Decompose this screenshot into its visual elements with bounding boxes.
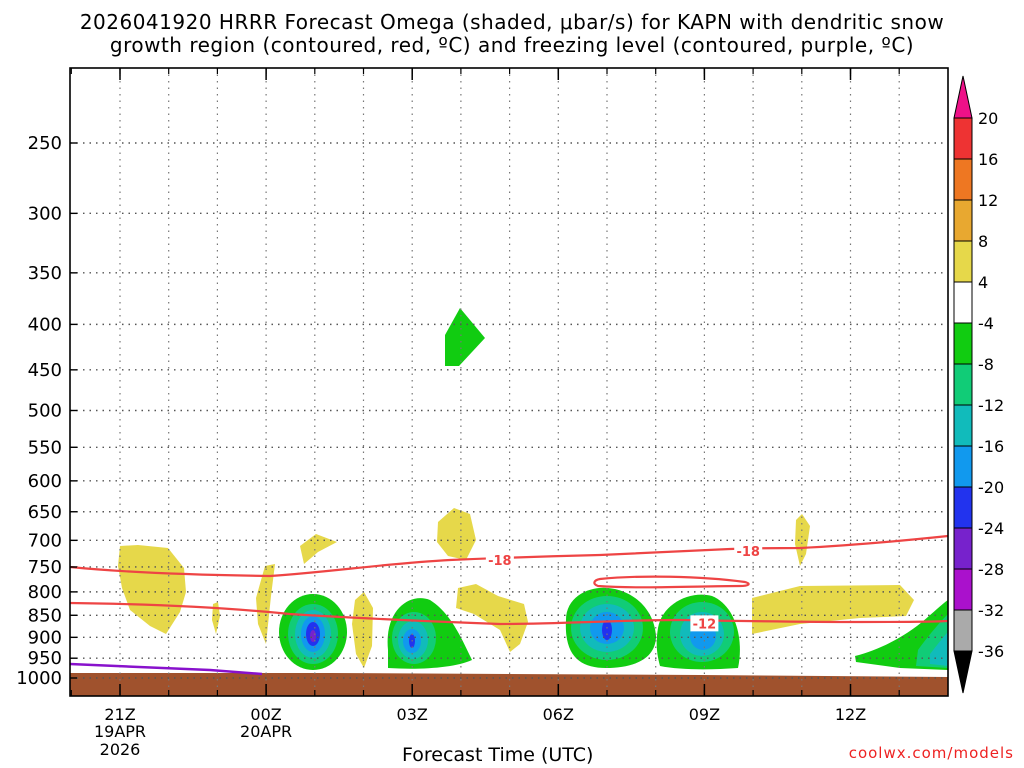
contour-label-bg: [734, 543, 763, 560]
freezing-level-contour: [69, 662, 263, 676]
y-tick-label: 500: [28, 401, 62, 422]
x-tick-label: 09Z: [689, 705, 720, 724]
omega-cell: [279, 594, 347, 670]
omega-region-positive: [118, 545, 186, 634]
y-tick-label: 650: [28, 502, 62, 523]
omega-region-positive: [212, 602, 220, 634]
y-tick-label: 400: [28, 314, 62, 335]
omega-region-positive: [300, 534, 337, 564]
y-tick-label: 900: [28, 627, 62, 648]
contour-labels: -18 -18 -12: [485, 543, 763, 632]
gridlines: [70, 68, 948, 696]
contours: [69, 534, 949, 676]
x-tick-label: 21Z: [104, 705, 135, 724]
colorbar-label: -24: [978, 519, 1004, 538]
colorbar-label: -4: [978, 314, 994, 333]
y-tick-label: 550: [28, 437, 62, 458]
y-tick-label: 750: [28, 557, 62, 578]
y-tick-label: 250: [28, 133, 62, 154]
y-tick-label: 600: [28, 471, 62, 492]
colorbar-band: [953, 445, 973, 488]
credit-link[interactable]: coolwx.com/models: [848, 744, 1014, 762]
x-tick-label: 12Z: [835, 705, 866, 724]
colorbar-label: 4: [978, 273, 988, 292]
contour-label: -12: [693, 617, 717, 632]
omega-cell: [855, 600, 948, 670]
omega-cell: [565, 587, 656, 668]
dgz-contour-closed: [593, 575, 750, 589]
y-tick-label: 450: [28, 360, 62, 381]
colorbar-band: [953, 322, 973, 365]
x-tick-sublabel: 19APR: [94, 722, 146, 741]
colorbar: 20 16 12 8 4 -4 -8 -12 -16 -20 -24 -28 -32 -36: [953, 75, 1004, 694]
y-tick-label: 1000: [16, 668, 62, 689]
colorbar-label: 20: [978, 109, 998, 128]
dgz-contour-minus18: [69, 534, 949, 578]
colorbar-band: [953, 363, 973, 406]
y-tick-label: 850: [28, 605, 62, 626]
colorbar-label: -20: [978, 478, 1004, 497]
chart-title-line-1: 2026041920 HRRR Forecast Omega (shaded, …: [79, 10, 945, 34]
y-tick-label: 300: [28, 203, 62, 224]
dgz-contour-minus12: [69, 601, 949, 626]
colorbar-band: [953, 404, 973, 447]
colorbar-label: -16: [978, 437, 1004, 456]
colorbar-label: -36: [978, 642, 1004, 661]
colorbar-band: [953, 158, 973, 201]
contour-label-bg: [690, 615, 719, 632]
x-tick-label: 06Z: [543, 705, 574, 724]
omega-region-positive: [352, 592, 373, 668]
chart-title-line-2: growth region (contoured, red, ºC) and f…: [109, 33, 915, 57]
colorbar-band: [953, 609, 973, 652]
colorbar-band: [953, 486, 973, 529]
contour-label-bg: [485, 552, 514, 569]
colorbar-label: 8: [978, 232, 988, 251]
colorbar-band: [953, 240, 973, 283]
x-axis-title: Forecast Time (UTC): [402, 744, 594, 766]
omega-region-positive: [795, 514, 810, 566]
omega-region-positive: [256, 564, 275, 644]
omega-region-positive: [437, 508, 476, 560]
omega-region-negative: [445, 308, 485, 366]
colorbar-label: -12: [978, 396, 1004, 415]
y-tick-label: 350: [28, 263, 62, 284]
x-tick-sublabel: 2026: [100, 740, 141, 759]
colorbar-band: [953, 281, 973, 324]
colorbar-label: 12: [978, 191, 998, 210]
colorbar-label: -8: [978, 355, 994, 374]
y-axis: 2503003504004505005506006507007508008509…: [16, 133, 77, 689]
colorbar-label: -28: [978, 560, 1004, 579]
colorbar-band: [953, 568, 973, 611]
colorbar-label: -32: [978, 601, 1004, 620]
colorbar-top-arrow: [953, 75, 973, 119]
colorbar-label: 16: [978, 150, 998, 169]
x-tick-label: 03Z: [397, 705, 428, 724]
contour-label: -18: [488, 554, 512, 569]
x-tick-sublabel: 20APR: [240, 722, 292, 741]
colorbar-band: [953, 199, 973, 242]
y-tick-label: 700: [28, 530, 62, 551]
x-tick-label: 00Z: [250, 705, 281, 724]
colorbar-bottom-arrow: [953, 650, 973, 694]
omega-region-positive: [456, 584, 528, 652]
y-tick-label: 950: [28, 648, 62, 669]
colorbar-band: [953, 117, 973, 160]
y-tick-label: 800: [28, 582, 62, 603]
terrain: [70, 673, 948, 696]
contour-label: -18: [736, 545, 760, 560]
colorbar-band: [953, 527, 973, 570]
